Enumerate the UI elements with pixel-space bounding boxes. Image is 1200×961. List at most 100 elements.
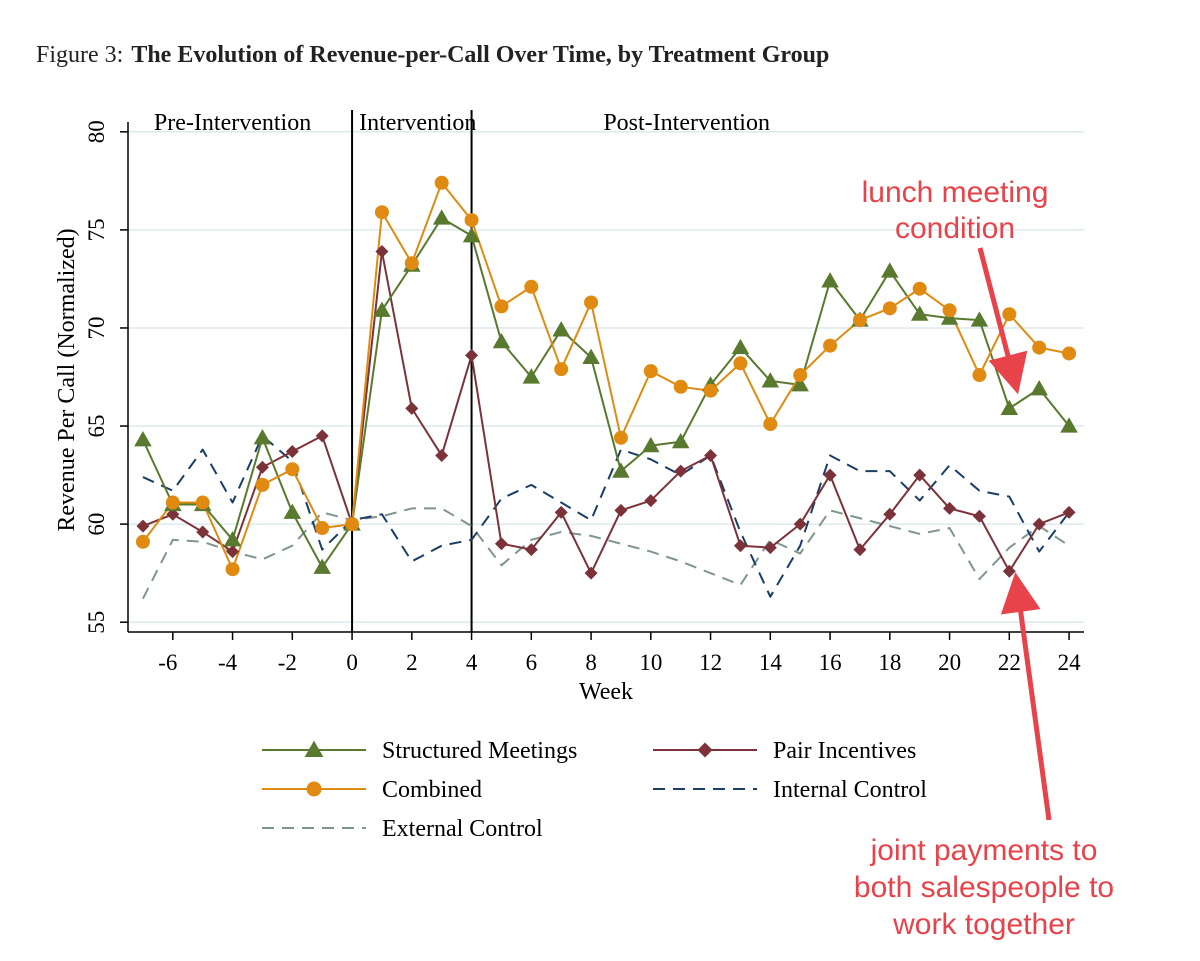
figure-title: The Evolution of Revenue-per-Call Over T… — [131, 42, 829, 68]
x-tick-label: 6 — [526, 650, 538, 675]
figure-label: Figure 3: — [36, 42, 123, 68]
x-tick-label: 24 — [1058, 650, 1082, 675]
data-point — [375, 244, 389, 258]
x-tick-label: 10 — [639, 650, 662, 675]
x-tick-label: -2 — [278, 650, 297, 675]
annotation-arrow — [1000, 572, 1052, 821]
period-label: Intervention — [359, 110, 476, 136]
x-tick-label: -6 — [158, 650, 177, 675]
data-point — [285, 445, 299, 459]
y-tick-label: 70 — [84, 316, 109, 339]
data-point — [226, 545, 240, 559]
data-point — [554, 505, 568, 519]
x-axis-label: Week — [579, 679, 633, 705]
data-point — [942, 303, 957, 318]
data-point — [253, 429, 272, 445]
legend-label: Pair Incentives — [773, 738, 916, 764]
x-tick-label: 16 — [819, 650, 842, 675]
data-point — [823, 468, 837, 482]
data-point — [462, 227, 481, 243]
data-point — [255, 460, 269, 474]
data-point — [255, 477, 270, 492]
series-lines — [142, 181, 1070, 600]
data-point — [882, 301, 897, 316]
data-point — [285, 462, 300, 477]
data-point — [582, 348, 600, 364]
legend-swatch-marker — [697, 742, 713, 758]
data-point — [374, 205, 389, 220]
data-point — [464, 213, 479, 228]
data-point — [1002, 307, 1017, 322]
data-point — [823, 338, 838, 353]
data-point — [404, 256, 419, 271]
x-tick-label: 12 — [699, 650, 722, 675]
data-point — [223, 531, 242, 547]
x-tick-label: 0 — [346, 650, 358, 675]
data-point — [136, 519, 150, 533]
data-point — [763, 541, 777, 555]
y-tick-label: 60 — [84, 513, 109, 536]
y-tick-label: 65 — [84, 415, 109, 438]
x-tick-label: 2 — [406, 650, 418, 675]
data-point — [674, 464, 688, 478]
series-line-external-control — [142, 507, 1070, 600]
data-point — [1032, 340, 1047, 355]
y-tick-label: 55 — [84, 611, 109, 634]
data-point — [196, 525, 210, 539]
data-point — [733, 539, 747, 553]
data-point — [673, 379, 688, 394]
data-point — [1062, 346, 1077, 361]
annotation-text-line-1: lunch meeting — [862, 176, 1049, 209]
data-point — [225, 562, 240, 577]
data-point — [612, 462, 630, 478]
data-point — [642, 436, 660, 453]
annotation-text-line-3: work together — [892, 908, 1075, 941]
data-point — [853, 543, 867, 557]
legend-swatch-marker — [306, 781, 322, 797]
data-point — [852, 313, 867, 328]
data-point — [913, 468, 927, 482]
series-line-structured-meetings — [142, 217, 1070, 569]
data-point — [791, 376, 809, 392]
data-point — [821, 272, 839, 288]
data-point — [1032, 517, 1046, 531]
legend-label: Internal Control — [773, 777, 927, 803]
legend: Structured Meetings Pair Incentives Combin… — [262, 738, 927, 842]
annotation-joint-payments: joint payments to both salespeople to wo… — [853, 572, 1115, 942]
data-point — [1060, 417, 1078, 433]
data-point — [763, 417, 778, 432]
legend-item: Structured Meetings — [262, 738, 577, 764]
data-point — [613, 430, 628, 445]
x-tick-label: 20 — [938, 650, 961, 675]
data-point — [524, 279, 539, 294]
series-line-pair-incentives — [142, 250, 1070, 575]
data-point — [943, 501, 957, 515]
period-label: Post-Intervention — [603, 110, 770, 136]
data-point — [313, 558, 331, 574]
data-point — [435, 448, 449, 462]
data-point — [643, 364, 658, 379]
data-point — [614, 503, 628, 517]
data-point — [883, 507, 897, 521]
legend-label: Structured Meetings — [382, 738, 577, 764]
data-point — [522, 368, 541, 384]
data-point — [283, 503, 302, 519]
data-point — [912, 281, 927, 296]
data-point — [134, 431, 152, 447]
x-tick-label: 8 — [585, 650, 597, 675]
legend-swatch-marker — [304, 740, 324, 758]
data-point — [972, 509, 986, 523]
y-tick-label: 80 — [84, 120, 109, 143]
figure-caption: Figure 3: The Evolution of Revenue-per-Ca… — [36, 42, 829, 68]
legend-item: Internal Control — [653, 777, 927, 803]
data-point — [494, 299, 509, 314]
data-point — [1062, 505, 1076, 519]
legend-label: External Control — [382, 816, 543, 842]
data-point — [703, 383, 718, 398]
annotation-text-line-2: both salespeople to — [854, 871, 1114, 904]
annotation-text-line-2: condition — [895, 212, 1015, 245]
legend-item: Pair Incentives — [653, 738, 916, 764]
data-point — [972, 368, 987, 383]
data-point — [731, 338, 750, 355]
